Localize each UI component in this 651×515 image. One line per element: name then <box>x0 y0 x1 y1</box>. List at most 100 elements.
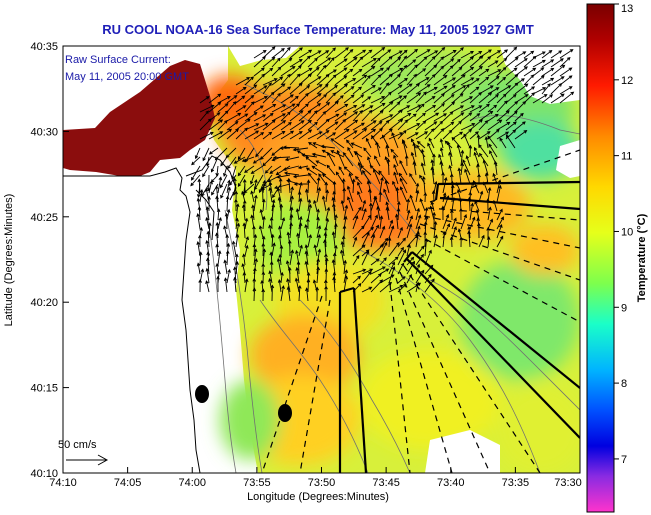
current-vector <box>478 68 490 77</box>
current-vector <box>262 119 276 131</box>
colorbar-tick-label: 8 <box>621 378 627 390</box>
current-vector <box>459 236 463 248</box>
current-vector <box>346 185 354 203</box>
current-vector <box>397 55 408 68</box>
current-vector <box>289 186 294 203</box>
current-vector <box>343 269 349 284</box>
current-vector <box>233 156 246 164</box>
current-vector <box>496 66 507 77</box>
current-vector <box>262 46 276 59</box>
current-vector <box>315 160 327 167</box>
current-vector <box>376 205 381 221</box>
transect-solid <box>352 287 368 473</box>
current-vector <box>278 234 282 248</box>
current-vector <box>442 84 456 95</box>
current-vector <box>386 158 391 176</box>
current-vector <box>467 230 471 248</box>
current-vector <box>334 214 338 230</box>
current-vector <box>252 156 264 164</box>
current-vector <box>352 283 362 293</box>
current-vector <box>347 146 354 158</box>
current-vector <box>409 194 417 212</box>
current-vector <box>223 277 228 293</box>
current-vector <box>304 244 309 257</box>
current-vector <box>460 83 470 95</box>
current-vector <box>361 268 374 275</box>
current-vector <box>496 216 504 230</box>
current-vector <box>395 186 400 203</box>
current-vector <box>371 135 381 149</box>
current-vector <box>342 224 347 239</box>
current-vector <box>287 266 292 284</box>
current-vector <box>226 208 231 221</box>
current-vector <box>244 130 260 140</box>
current-vector <box>406 59 417 68</box>
current-vector <box>505 57 519 68</box>
current-vector <box>287 177 291 194</box>
current-vector <box>307 234 313 248</box>
current-vector <box>304 260 309 275</box>
current-vector <box>433 93 445 104</box>
current-vector <box>478 120 489 131</box>
current-vector <box>457 228 462 239</box>
current-vector <box>379 281 393 293</box>
current-vector <box>415 214 422 230</box>
current-vector <box>202 165 210 178</box>
current-vector <box>460 128 473 140</box>
current-vector <box>253 85 268 95</box>
current-vector <box>496 100 508 113</box>
current-vector <box>406 64 418 77</box>
current-vector <box>550 58 564 68</box>
current-vector <box>415 91 427 104</box>
current-vector <box>342 152 354 167</box>
current-vector <box>296 260 301 275</box>
current-vector <box>399 159 408 176</box>
current-vector <box>289 222 293 239</box>
current-vector <box>514 112 524 122</box>
current-vector <box>370 279 384 293</box>
current-vector <box>433 113 448 122</box>
current-vector <box>343 119 359 131</box>
current-vector <box>343 78 357 86</box>
current-vector <box>260 186 265 203</box>
current-vector <box>514 83 529 95</box>
current-vector <box>298 103 309 113</box>
current-vector <box>496 184 502 203</box>
current-vector <box>415 182 420 194</box>
y-tick-label: 40:35 <box>30 41 58 53</box>
current-vector <box>264 165 273 174</box>
current-vector <box>231 165 237 180</box>
current-vector <box>424 121 438 131</box>
current-vector <box>496 131 510 140</box>
current-vector <box>332 252 337 266</box>
current-vector <box>235 86 247 95</box>
current-vector <box>423 231 427 248</box>
current-vector <box>393 171 399 185</box>
current-vector <box>279 244 284 257</box>
current-vector <box>262 56 276 68</box>
current-vector <box>282 145 300 150</box>
current-vector <box>297 284 302 302</box>
current-vector <box>432 153 436 166</box>
current-vector <box>451 105 465 113</box>
current-vector <box>343 259 347 275</box>
current-vector <box>316 266 321 284</box>
current-vector <box>190 174 201 187</box>
current-vector <box>541 83 551 95</box>
current-vector <box>325 57 335 68</box>
current-vector <box>316 111 327 122</box>
current-vector <box>379 114 394 122</box>
current-vector <box>262 198 266 212</box>
current-vector <box>406 198 411 212</box>
current-vector <box>225 195 230 212</box>
current-vector <box>292 147 309 152</box>
current-vector <box>379 82 390 95</box>
current-vector <box>294 277 300 293</box>
current-vector <box>284 156 300 162</box>
current-vector <box>505 46 518 59</box>
current-vector <box>325 121 339 131</box>
current-vector <box>316 186 322 203</box>
current-vector <box>327 151 336 167</box>
current-vector <box>391 132 399 149</box>
